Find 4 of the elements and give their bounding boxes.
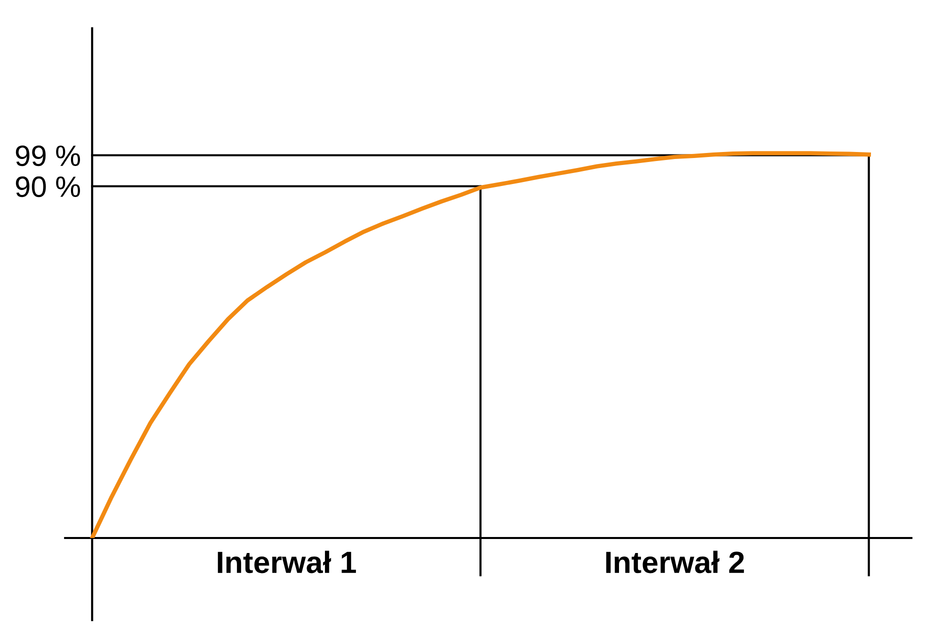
text: Interwał 1 — [218, 550, 356, 574]
y-tick-label: 90 % — [16, 176, 80, 198]
y-tick-label: 99 % — [16, 145, 80, 166]
text: Interwał 2 — [606, 550, 744, 574]
